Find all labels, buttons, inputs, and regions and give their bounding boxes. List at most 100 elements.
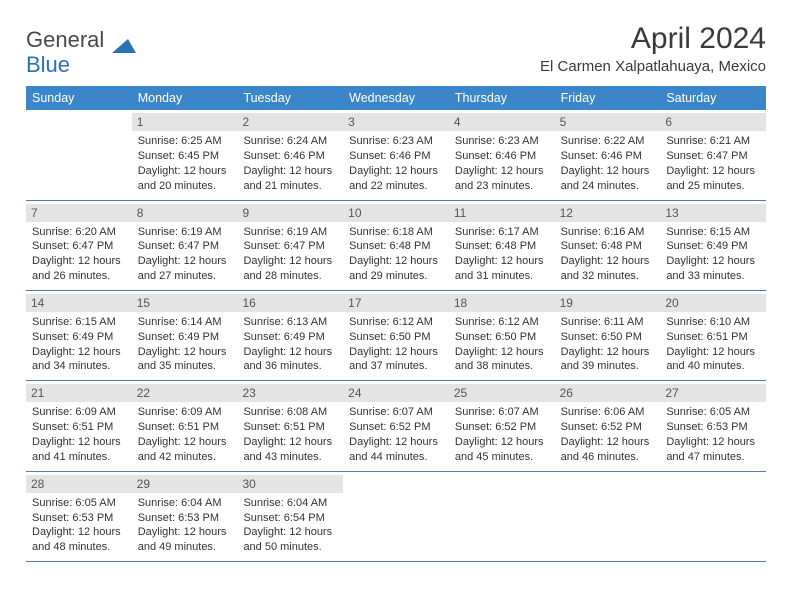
daylight-text: Daylight: 12 hours and 26 minutes.: [32, 254, 126, 284]
sunset-text: Sunset: 6:51 PM: [243, 420, 337, 435]
weekday-sunday: Sunday: [26, 86, 132, 110]
day-number: 2: [237, 113, 343, 131]
sunset-text: Sunset: 6:53 PM: [32, 511, 126, 526]
logo-word1: General: [26, 27, 104, 52]
sunset-text: Sunset: 6:46 PM: [561, 149, 655, 164]
day-number: 4: [449, 113, 555, 131]
daylight-text: Daylight: 12 hours and 29 minutes.: [349, 254, 443, 284]
daylight-text: Daylight: 12 hours and 45 minutes.: [455, 435, 549, 465]
day-number: 30: [237, 475, 343, 493]
sunrise-text: Sunrise: 6:15 AM: [32, 315, 126, 330]
weekday-friday: Friday: [555, 86, 661, 110]
sunset-text: Sunset: 6:48 PM: [561, 239, 655, 254]
day-number: 21: [26, 384, 132, 402]
calendar-day: [26, 110, 132, 199]
daylight-text: Daylight: 12 hours and 38 minutes.: [455, 345, 549, 375]
day-number: 17: [343, 294, 449, 312]
sunset-text: Sunset: 6:46 PM: [349, 149, 443, 164]
calendar-day: 27Sunrise: 6:05 AMSunset: 6:53 PMDayligh…: [660, 381, 766, 470]
daylight-text: Daylight: 12 hours and 43 minutes.: [243, 435, 337, 465]
sunset-text: Sunset: 6:50 PM: [455, 330, 549, 345]
calendar-day: 3Sunrise: 6:23 AMSunset: 6:46 PMDaylight…: [343, 110, 449, 199]
sunrise-text: Sunrise: 6:23 AM: [455, 134, 549, 149]
calendar-day: 17 Sunrise: 6:12 AMSunset: 6:50 PMDayligh…: [343, 291, 449, 380]
day-number: 29: [132, 475, 238, 493]
daylight-text: Daylight: 12 hours and 21 minutes.: [243, 164, 337, 194]
calendar-day: [343, 472, 449, 561]
sunrise-text: Sunrise: 6:19 AM: [138, 225, 232, 240]
page-title: April 2024: [540, 22, 766, 56]
sunset-text: Sunset: 6:48 PM: [349, 239, 443, 254]
day-number: 5: [555, 113, 661, 131]
calendar-day: 23Sunrise: 6:08 AMSunset: 6:51 PMDayligh…: [237, 381, 343, 470]
calendar-day: 6Sunrise: 6:21 AMSunset: 6:47 PMDaylight…: [660, 110, 766, 199]
day-number: 26: [555, 384, 661, 402]
weekday-wednesday: Wednesday: [343, 86, 449, 110]
sunset-text: Sunset: 6:46 PM: [455, 149, 549, 164]
calendar-day: 20Sunrise: 6:10 AMSunset: 6:51 PMDayligh…: [660, 291, 766, 380]
calendar-day: 22Sunrise: 6:09 AMSunset: 6:51 PMDayligh…: [132, 381, 238, 470]
calendar-day: [660, 472, 766, 561]
sunrise-text: Sunrise: 6:15 AM: [666, 225, 760, 240]
day-number: 27: [660, 384, 766, 402]
sunrise-text: Sunrise: 6:24 AM: [243, 134, 337, 149]
sunset-text: Sunset: 6:46 PM: [243, 149, 337, 164]
daylight-text: Daylight: 12 hours and 32 minutes.: [561, 254, 655, 284]
sunrise-text: Sunrise: 6:12 AM: [455, 315, 549, 330]
day-number: 15: [132, 294, 238, 312]
calendar-day: 16Sunrise: 6:13 AMSunset: 6:49 PMDayligh…: [237, 291, 343, 380]
sunrise-text: Sunrise: 6:17 AM: [455, 225, 549, 240]
sunset-text: Sunset: 6:49 PM: [666, 239, 760, 254]
daylight-text: Daylight: 12 hours and 46 minutes.: [561, 435, 655, 465]
calendar-day: 26Sunrise: 6:06 AMSunset: 6:52 PMDayligh…: [555, 381, 661, 470]
sunrise-text: Sunrise: 6:22 AM: [561, 134, 655, 149]
daylight-text: Daylight: 12 hours and 41 minutes.: [32, 435, 126, 465]
sunrise-text: Sunrise: 6:18 AM: [349, 225, 443, 240]
sunset-text: Sunset: 6:53 PM: [666, 420, 760, 435]
sunrise-text: Sunrise: 6:14 AM: [138, 315, 232, 330]
day-number: 16: [237, 294, 343, 312]
calendar-day: 11Sunrise: 6:17 AMSunset: 6:48 PMDayligh…: [449, 201, 555, 290]
calendar-day: 13Sunrise: 6:15 AMSunset: 6:49 PMDayligh…: [660, 201, 766, 290]
sunset-text: Sunset: 6:50 PM: [561, 330, 655, 345]
calendar-day: 25Sunrise: 6:07 AMSunset: 6:52 PMDayligh…: [449, 381, 555, 470]
daylight-text: Daylight: 12 hours and 39 minutes.: [561, 345, 655, 375]
sunset-text: Sunset: 6:52 PM: [561, 420, 655, 435]
daylight-text: Daylight: 12 hours and 35 minutes.: [138, 345, 232, 375]
day-number: 25: [449, 384, 555, 402]
day-number: 20: [660, 294, 766, 312]
logo-triangle-icon: [112, 34, 136, 57]
title-block: April 2024 El Carmen Xalpatlahuaya, Mexi…: [540, 22, 766, 75]
daylight-text: Daylight: 12 hours and 22 minutes.: [349, 164, 443, 194]
calendar-day: 12Sunrise: 6:16 AMSunset: 6:48 PMDayligh…: [555, 201, 661, 290]
sunrise-text: Sunrise: 6:13 AM: [243, 315, 337, 330]
weekday-header: Sunday Monday Tuesday Wednesday Thursday…: [26, 86, 766, 110]
day-number: 24: [343, 384, 449, 402]
sunset-text: Sunset: 6:48 PM: [455, 239, 549, 254]
sunrise-text: Sunrise: 6:11 AM: [561, 315, 655, 330]
sunset-text: Sunset: 6:52 PM: [349, 420, 443, 435]
sunset-text: Sunset: 6:47 PM: [138, 239, 232, 254]
sunrise-text: Sunrise: 6:09 AM: [32, 405, 126, 420]
calendar-day: 1Sunrise: 6:25 AMSunset: 6:45 PMDaylight…: [132, 110, 238, 199]
calendar-week: 1Sunrise: 6:25 AMSunset: 6:45 PMDaylight…: [26, 110, 766, 200]
sunset-text: Sunset: 6:47 PM: [32, 239, 126, 254]
day-number: 3: [343, 113, 449, 131]
sunset-text: Sunset: 6:50 PM: [349, 330, 443, 345]
calendar-day: 8Sunrise: 6:19 AMSunset: 6:47 PMDaylight…: [132, 201, 238, 290]
daylight-text: Daylight: 12 hours and 48 minutes.: [32, 525, 126, 555]
daylight-text: Daylight: 12 hours and 50 minutes.: [243, 525, 337, 555]
sunset-text: Sunset: 6:52 PM: [455, 420, 549, 435]
daylight-text: Daylight: 12 hours and 37 minutes.: [349, 345, 443, 375]
sunset-text: Sunset: 6:45 PM: [138, 149, 232, 164]
day-number: 10: [343, 204, 449, 222]
sunrise-text: Sunrise: 6:07 AM: [349, 405, 443, 420]
sunset-text: Sunset: 6:47 PM: [243, 239, 337, 254]
sunrise-text: Sunrise: 6:05 AM: [666, 405, 760, 420]
calendar-day: [555, 472, 661, 561]
calendar-week: 28Sunrise: 6:05 AMSunset: 6:53 PMDayligh…: [26, 472, 766, 562]
location-subtitle: El Carmen Xalpatlahuaya, Mexico: [540, 58, 766, 75]
sunrise-text: Sunrise: 6:21 AM: [666, 134, 760, 149]
day-number: 7: [26, 204, 132, 222]
sunrise-text: Sunrise: 6:12 AM: [349, 315, 443, 330]
